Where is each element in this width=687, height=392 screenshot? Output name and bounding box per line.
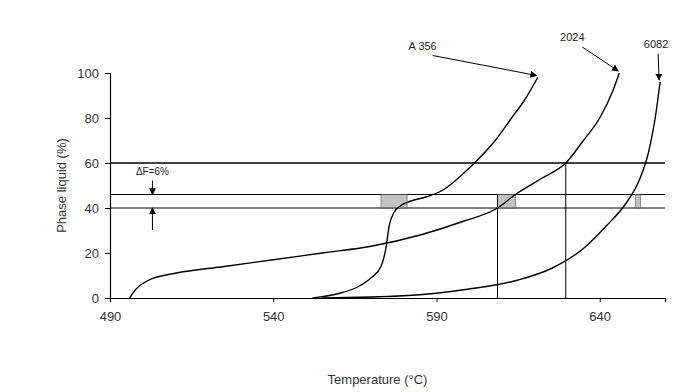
tick-label: 60: [85, 156, 99, 171]
tick: 100: [77, 66, 110, 81]
tick: 40: [85, 201, 110, 216]
series-line: [322, 82, 660, 298]
marks: [110, 73, 665, 298]
tick-mark: [600, 298, 601, 302]
tick-mark: [273, 298, 274, 302]
tick: 60: [85, 156, 110, 171]
series-line: [130, 73, 620, 298]
annotation-arrow: [152, 208, 153, 230]
annotation-arrow: [152, 181, 153, 195]
series-label: 6082: [644, 38, 668, 50]
tick: 0: [92, 291, 110, 306]
vertical-line: [497, 195, 498, 299]
label-arrow: [582, 47, 618, 71]
label-arrow: [433, 56, 537, 76]
tick-mark: [105, 208, 110, 209]
tick-label: 100: [77, 66, 99, 81]
axis-line: [105, 74, 111, 299]
shaded-region: [381, 195, 407, 209]
tick-label: 490: [100, 309, 122, 324]
tick-mark: [105, 253, 110, 254]
tick: 490: [100, 298, 122, 324]
series-label: A 356: [409, 40, 437, 52]
y-axis-title: Phase liquid (%): [54, 138, 69, 233]
chart: 490 540 590 640 0 20 40 60 80 100 A 356 2024 6082 ΔF=…: [0, 0, 687, 392]
tick-mark: [105, 118, 110, 119]
series-label: 2024: [560, 31, 584, 43]
tick: 540: [263, 298, 285, 324]
tick-label: 640: [589, 309, 611, 324]
x-axis-title: Temperature (°C): [328, 372, 428, 387]
reference-line: [110, 162, 665, 163]
annotation: ΔF=6%: [136, 166, 169, 177]
tick-label: 540: [263, 309, 285, 324]
tick: 80: [85, 111, 110, 126]
tick: 20: [85, 246, 110, 261]
tick-mark: [436, 298, 437, 302]
tick-label: 80: [85, 111, 99, 126]
tick: 640: [589, 298, 611, 324]
series-labels: A 356 2024 6082 ΔF=6%: [136, 31, 668, 230]
plot: 490 540 590 640 0 20 40 60 80 100 A 356 2024 6082 ΔF=…: [77, 31, 668, 324]
tick-mark: [105, 73, 110, 74]
x-axis: 490 540 590 640: [100, 298, 666, 324]
y-axis: 0 20 40 60 80 100: [77, 66, 110, 306]
tick-mark: [105, 163, 110, 164]
tick-mark: [105, 298, 110, 299]
vertical-line: [565, 163, 566, 298]
axis-line: [111, 299, 666, 303]
label-arrow: [658, 54, 659, 80]
tick-label: 0: [92, 291, 99, 306]
tick-label: 20: [85, 246, 99, 261]
tick-label: 590: [426, 309, 448, 324]
series-line: [312, 78, 537, 299]
tick-label: 40: [85, 201, 99, 216]
shaded-region: [636, 195, 641, 209]
tick: 590: [426, 298, 448, 324]
